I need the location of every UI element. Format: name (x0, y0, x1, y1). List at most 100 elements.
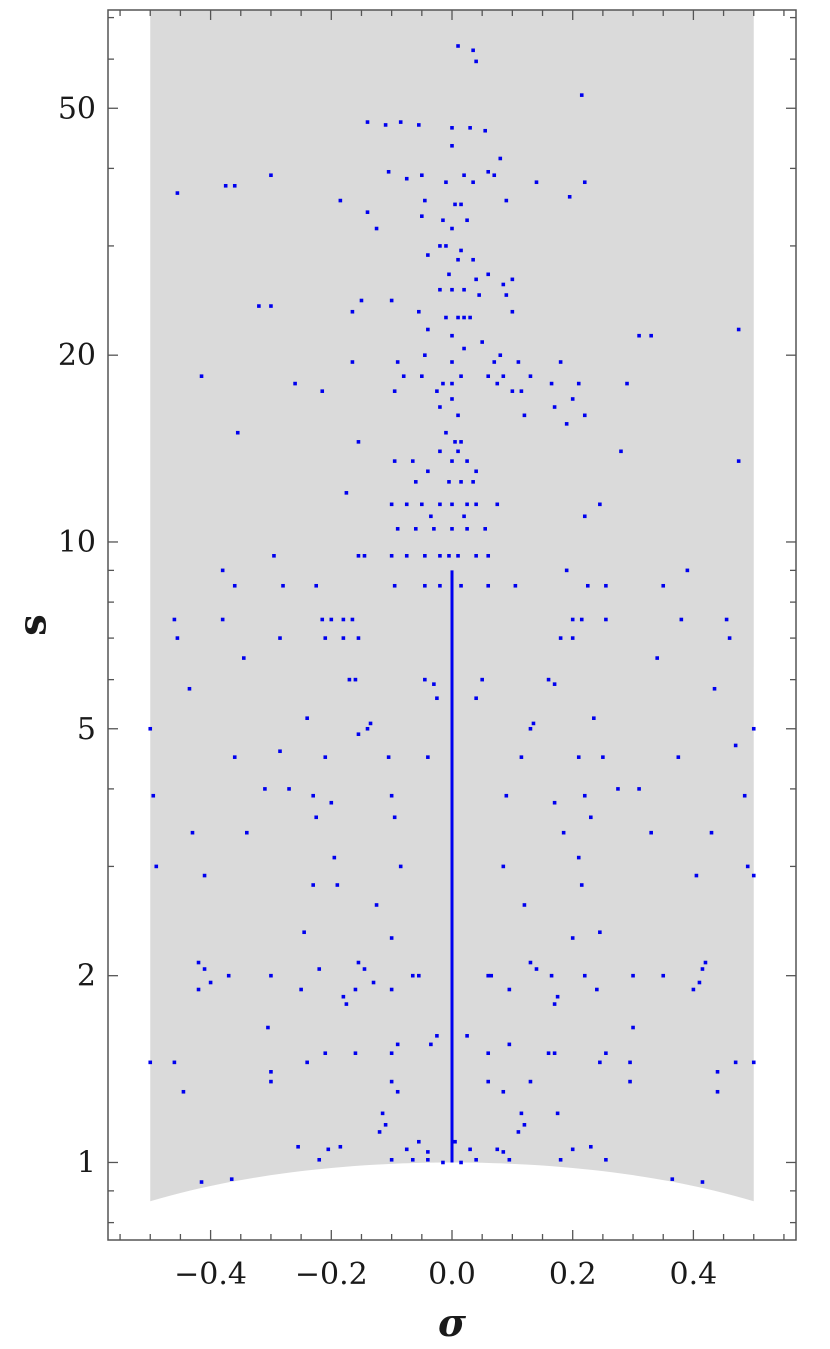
data-point (417, 973, 421, 978)
data-points (148, 44, 756, 1184)
data-point (395, 1089, 400, 1094)
data-point (202, 967, 207, 971)
data-point (311, 793, 315, 798)
data-point (341, 636, 346, 640)
data-point (362, 554, 367, 558)
data-point (552, 405, 557, 409)
data-point (423, 583, 427, 588)
data-point (604, 617, 608, 622)
data-point (552, 1002, 557, 1006)
data-point (576, 855, 581, 860)
data-point (154, 864, 159, 869)
data-point (329, 800, 334, 805)
data-point (736, 327, 741, 332)
data-point (589, 1144, 593, 1149)
data-point (570, 1147, 575, 1152)
data-point (552, 1051, 557, 1056)
data-point (347, 677, 352, 682)
data-point (356, 732, 361, 737)
data-point (447, 272, 451, 277)
data-point (450, 287, 454, 292)
data-point (365, 726, 370, 731)
data-point (417, 1139, 421, 1144)
y-tick-label: 10 (58, 525, 96, 560)
data-point (649, 333, 653, 338)
data-point (389, 502, 394, 507)
data-point (187, 686, 192, 691)
data-point (323, 1051, 328, 1056)
data-point (417, 123, 421, 127)
data-point (474, 696, 478, 701)
data-point (501, 282, 506, 287)
x-tick-label: −0.4 (174, 1257, 247, 1292)
data-point (459, 202, 463, 207)
data-point (426, 1157, 430, 1162)
data-point (392, 389, 397, 393)
data-point (302, 930, 306, 935)
data-point (386, 755, 391, 759)
data-point (404, 176, 409, 181)
data-point (202, 873, 207, 878)
data-point (450, 397, 454, 401)
data-point (317, 967, 322, 971)
data-point (691, 987, 696, 992)
data-point (389, 298, 394, 303)
data-point (501, 1150, 506, 1154)
data-point (420, 214, 424, 218)
data-point (398, 864, 403, 869)
data-point (338, 198, 343, 203)
data-point (269, 1070, 273, 1074)
data-point (486, 973, 491, 978)
data-point (501, 864, 506, 869)
data-point (736, 459, 741, 463)
data-point (350, 360, 355, 364)
data-point (474, 277, 478, 282)
data-point (555, 1111, 560, 1116)
data-point (389, 793, 394, 798)
data-point (519, 755, 524, 759)
data-point (395, 527, 400, 531)
data-point (423, 554, 427, 558)
data-point (745, 864, 750, 869)
data-point (595, 987, 599, 992)
data-point (232, 755, 237, 759)
y-axis-title: s (10, 614, 55, 635)
data-point (320, 389, 325, 393)
x-tick-label: −0.2 (295, 1257, 368, 1292)
data-point (549, 381, 554, 386)
data-point (296, 1144, 300, 1149)
data-point (480, 340, 484, 344)
data-point (576, 381, 581, 386)
data-point (471, 257, 475, 262)
data-point (495, 1147, 500, 1152)
y-tick-label: 2 (77, 959, 96, 994)
data-point (438, 502, 442, 507)
data-point (468, 126, 472, 130)
data-point (631, 1025, 635, 1030)
data-point (441, 1160, 445, 1165)
data-point (549, 973, 554, 978)
data-point (404, 502, 409, 507)
data-point (751, 726, 756, 731)
data-point (383, 123, 388, 127)
data-point (432, 527, 436, 531)
data-point (534, 180, 539, 185)
data-point (715, 1070, 720, 1074)
data-point (383, 1123, 388, 1127)
data-point (450, 143, 454, 148)
data-point (465, 1034, 469, 1038)
data-point (232, 583, 237, 588)
data-point (513, 583, 518, 588)
data-point (522, 1123, 527, 1127)
data-point (323, 755, 328, 759)
data-point (459, 374, 463, 378)
data-point (742, 793, 747, 798)
data-point (389, 554, 394, 558)
data-point (471, 180, 475, 185)
data-point (679, 617, 684, 622)
data-point (281, 583, 285, 588)
data-point (341, 994, 346, 999)
y-tick-label: 1 (77, 1145, 96, 1180)
data-point (579, 883, 584, 887)
data-point (426, 327, 430, 332)
